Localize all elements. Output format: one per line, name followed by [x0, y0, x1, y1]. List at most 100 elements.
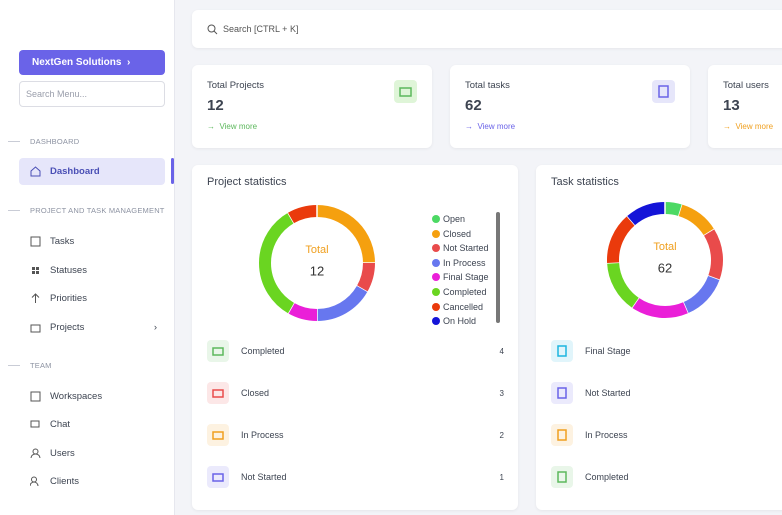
stat-icon: [652, 80, 675, 103]
total-value: 62: [658, 260, 672, 275]
row-count: 1: [499, 473, 504, 482]
section-title: DASHBOARD: [7, 137, 80, 146]
legend-item: Closed: [432, 229, 471, 239]
row-icon: [207, 424, 229, 446]
stat-value: 62: [465, 97, 482, 114]
legend-item: Final Stage: [432, 272, 489, 282]
view-more[interactable]: → View more: [207, 122, 258, 131]
active-indicator: [171, 158, 174, 184]
donut-segment: [607, 215, 636, 263]
row-icon: [551, 340, 573, 362]
label: Clients: [50, 476, 80, 487]
menu-item[interactable]: Tasks: [19, 228, 165, 255]
menu-item[interactable]: Projects ›: [19, 314, 165, 341]
row-icon: [207, 466, 229, 488]
legend-item: In Process: [432, 258, 486, 268]
label: Dashboard: [50, 166, 100, 177]
stat-title: Total Projects: [207, 80, 265, 91]
legend-swatch: [432, 229, 440, 238]
donut-segment: [607, 262, 639, 308]
legend-swatch: [432, 273, 440, 282]
legend-label: Completed: [443, 287, 487, 297]
sidebar: NextGen Solutions › Search Menu... DASHB…: [0, 0, 175, 515]
donut-segment: [356, 262, 375, 292]
menu-item[interactable]: Dashboard: [19, 158, 165, 185]
legend-label: Closed: [443, 228, 472, 239]
donut-segment: [631, 297, 688, 318]
menu-item[interactable]: Statuses: [19, 257, 165, 284]
label: Tasks: [50, 236, 75, 247]
legend-item: Not Started: [432, 243, 489, 253]
legend-item: Cancelled: [432, 302, 483, 312]
menu-item[interactable]: Workspaces: [19, 383, 165, 410]
donut-segment: [678, 204, 715, 236]
stat-title: Total users: [723, 80, 769, 91]
donut-segment: [682, 275, 720, 314]
donut-segment: [627, 202, 666, 226]
legend-swatch: [432, 288, 440, 296]
label: Users: [50, 448, 75, 459]
row-count: 3: [499, 389, 504, 398]
row-count: 2: [499, 431, 504, 440]
brand-button[interactable]: NextGen Solutions ›: [19, 50, 165, 75]
legend-label: Open: [443, 214, 466, 224]
view-more[interactable]: → View more: [723, 122, 774, 131]
link-text: View more: [735, 122, 774, 131]
row-label: In Process: [585, 430, 628, 440]
donut-segment: [288, 205, 318, 224]
donut-segment: [316, 285, 368, 321]
legend-item: Completed: [432, 287, 487, 297]
row-icon: [551, 466, 573, 488]
legend-label: Final Stage: [443, 272, 489, 283]
view-more[interactable]: → View more: [465, 122, 516, 131]
legend-label: On Hold: [443, 316, 477, 327]
menu-item[interactable]: Chat: [19, 411, 165, 438]
donut-segment: [316, 205, 375, 264]
row-label: Not Started: [241, 472, 287, 482]
row-label: Final Stage: [585, 346, 631, 356]
menu-item[interactable]: Priorities: [19, 285, 165, 312]
legend-label: Not Started: [443, 243, 489, 254]
label: Chat: [50, 419, 71, 430]
section-title: TEAM: [8, 361, 52, 370]
row-icon: [207, 340, 229, 362]
link-text: View more: [219, 122, 258, 131]
stat-card: Total users 13 → View more: [708, 65, 782, 148]
stat-card: Total tasks 62 → View more: [450, 65, 690, 148]
legend-item: Open: [432, 214, 465, 224]
brand: NextGen Solutions: [32, 57, 122, 68]
label: Workspaces: [50, 391, 103, 402]
stat-icon: [394, 80, 417, 103]
scrollbar: [496, 212, 500, 323]
legend-swatch: [432, 258, 440, 267]
row-icon: [551, 382, 573, 404]
menu-search[interactable]: Search Menu...: [19, 81, 165, 107]
total-label: Total: [653, 241, 676, 253]
legend-label: In Process: [443, 257, 486, 268]
row-label: In Process: [241, 430, 284, 440]
menu-item[interactable]: Clients: [19, 468, 165, 495]
stat-value: 13: [723, 97, 740, 114]
link-text: View more: [477, 122, 516, 131]
search-bar[interactable]: Search [CTRL + K]: [192, 10, 782, 48]
label: Statuses: [50, 265, 87, 276]
card-title: Task statistics: [551, 176, 619, 188]
row-label: Completed: [241, 346, 285, 356]
task-stats-card: Task statistics: [536, 165, 782, 510]
row-count: 4: [499, 347, 504, 356]
menu-item[interactable]: Users: [19, 440, 165, 467]
donut-segment: [664, 202, 683, 217]
legend-swatch: [432, 215, 440, 223]
legend-item: On Hold: [432, 316, 476, 326]
legend-swatch: [432, 317, 440, 326]
section-title: PROJECT AND TASK MANAGEMENT: [8, 206, 165, 215]
search-text: Search [CTRL + K]: [223, 24, 299, 34]
total-label: Total: [305, 244, 328, 256]
stat-card: Total Projects 12 → View more: [192, 65, 432, 148]
card-title: Project statistics: [207, 176, 287, 188]
donut-segment: [703, 229, 723, 281]
stat-value: 12: [207, 97, 224, 114]
legend-swatch: [432, 244, 440, 253]
